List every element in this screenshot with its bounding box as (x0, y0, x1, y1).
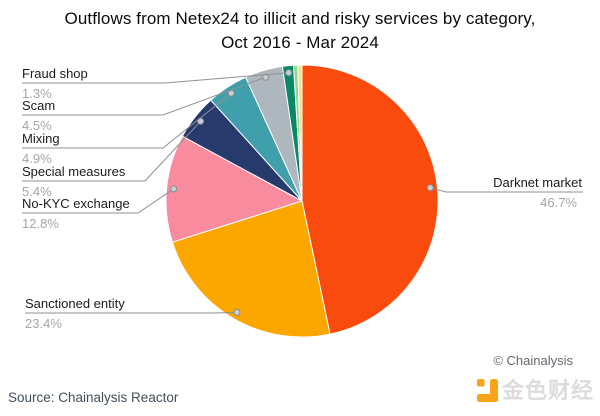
chart-title-line1: Outflows from Netex24 to illicit and ris… (64, 9, 536, 28)
slice-pct-darknet-market: 46.7% (540, 195, 577, 210)
slice-pct-mixing: 4.9% (22, 151, 52, 166)
leader-dot-sanctioned-entity (233, 308, 241, 316)
slice-pct-special-measures: 5.4% (22, 184, 52, 199)
leader-line-fraud-shop (22, 72, 289, 84)
pie-slice-sanctioned-entity (171, 200, 331, 338)
chart-title-line2: Oct 2016 - Mar 2024 (221, 33, 379, 52)
slice-label-no-kyc-exchange: No-KYC exchange (22, 196, 130, 211)
leader-line-special-measures (22, 120, 201, 182)
slice-label-special-measures: Special measures (22, 164, 126, 179)
leader-line-mixing (22, 92, 232, 149)
pie-slice-unlabeled-sliver-2 (297, 64, 303, 202)
chart-title: Outflows from Netex24 to illicit and ris… (0, 7, 600, 55)
slice-label-darknet-market: Darknet market (493, 175, 582, 190)
copyright-note: © Chainalysis (493, 353, 573, 368)
slice-label-mixing: Mixing (22, 131, 60, 146)
pie-slice-no-kyc-exchange (165, 135, 303, 243)
leader-line-scam (22, 76, 266, 116)
pie-slice-darknet-market (301, 64, 439, 335)
jinse-watermark: 金色财经 (476, 378, 594, 403)
leader-line-sanctioned-entity (25, 311, 238, 314)
slice-label-scam: Scam (22, 98, 56, 113)
slice-pct-fraud-shop: 1.3% (22, 86, 52, 101)
leader-dot-darknet-market (426, 184, 434, 192)
slice-pct-no-kyc-exchange: 12.8% (22, 216, 59, 231)
slice-label-sanctioned-entity: Sanctioned entity (25, 296, 125, 311)
slice-pct-sanctioned-entity: 23.4% (25, 316, 62, 331)
leader-dot-fraud-shop (285, 69, 293, 77)
leader-dot-no-kyc-exchange (170, 185, 178, 193)
jinse-logo-icon (476, 379, 498, 402)
slice-pct-scam: 4.5% (22, 118, 52, 133)
jinse-watermark-text: 金色财经 (501, 378, 594, 403)
leader-line-no-kyc-exchange (22, 188, 174, 214)
leader-line-darknet-market (430, 187, 583, 193)
slice-label-fraud-shop: Fraud shop (22, 66, 88, 81)
source-note: Source: Chainalysis Reactor (8, 390, 179, 405)
